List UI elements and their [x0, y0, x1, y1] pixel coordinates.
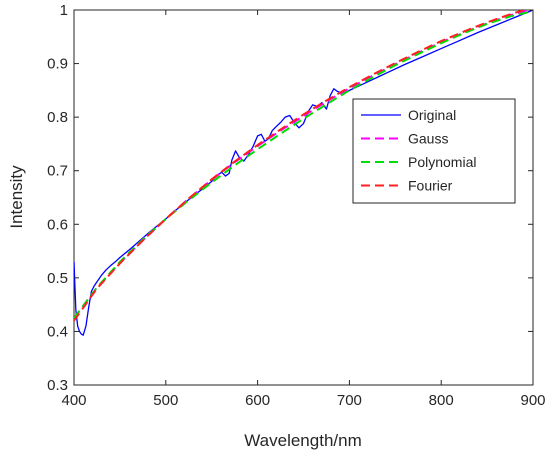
x-tick-label: 800: [429, 392, 454, 409]
y-tick-label: 0.7: [47, 163, 68, 180]
x-tick-label: 500: [153, 392, 178, 409]
axes-layer: 400 500 600 700 800 900 0.3 0.4 0.5 0.6 0.7 0.8 0.9 1: [47, 2, 545, 409]
x-tick-label: 700: [337, 392, 362, 409]
y-tick-label: 0.4: [47, 323, 68, 340]
x-tick-label: 400: [61, 392, 86, 409]
y-tick-label: 1: [60, 2, 68, 19]
legend-label-gauss: Gauss: [408, 131, 448, 147]
x-tick-label: 600: [245, 392, 270, 409]
y-tick-label: 0.6: [47, 216, 68, 233]
x-axis-label: Wavelength/nm: [244, 431, 361, 450]
legend-label-original: Original: [408, 107, 456, 123]
y-tick-label: 0.9: [47, 56, 68, 73]
y-tick-label: 0.5: [47, 270, 68, 287]
legend-label-polynomial: Polynomial: [408, 154, 476, 170]
x-tick-label: 900: [520, 392, 545, 409]
series-line-fourier: [74, 10, 528, 322]
legend: Original Gauss Polynomial Fourier: [352, 98, 516, 204]
legend-label-fourier: Fourier: [408, 178, 453, 194]
y-axis-label: Intensity: [7, 165, 26, 229]
series-layer: [74, 10, 533, 336]
y-tick-label: 0.3: [47, 377, 68, 394]
y-tick-label: 0.8: [47, 109, 68, 126]
